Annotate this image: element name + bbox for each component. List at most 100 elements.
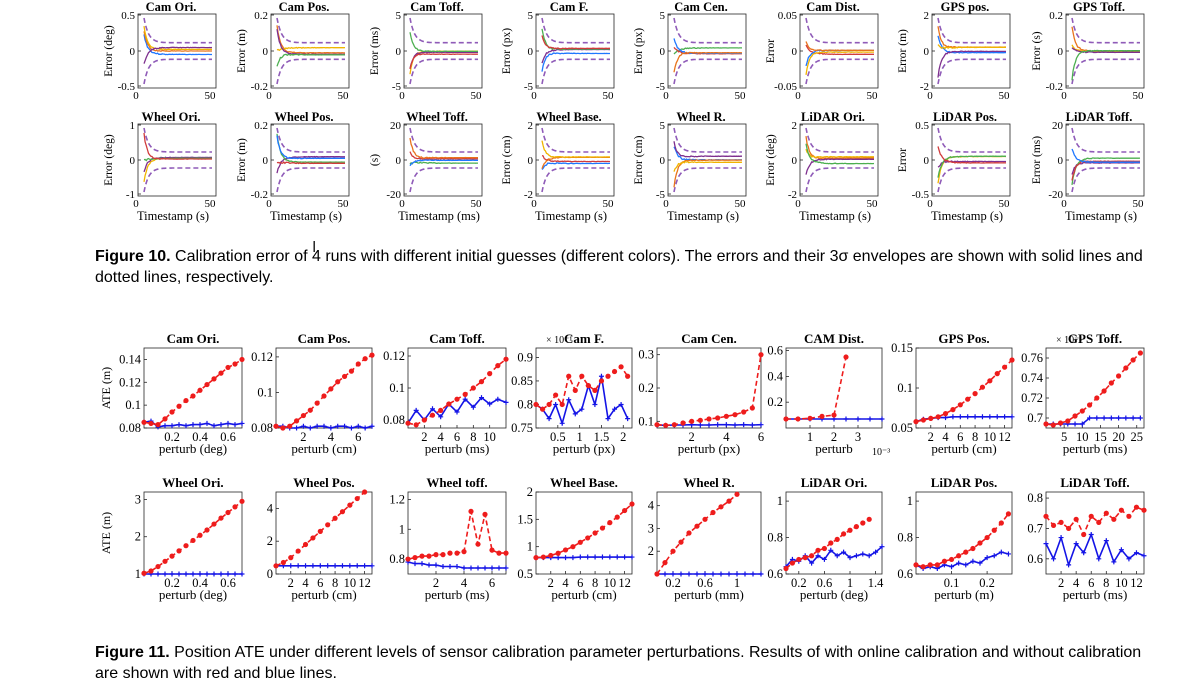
fig11-lidar-toff-15-point-blue-10 [1118,547,1124,553]
fig11-wheel-r-12-point-blue-3 [678,571,684,577]
fig11-lidar-pos-14-point-red-13 [1005,511,1012,517]
fig11-wheel-pos-9-xtick-4: 10 [344,576,357,590]
fig11-wheel-toff-10-ytick-0: 0.8 [389,552,405,566]
fig11-wheel-ori-8-point-blue-11 [218,571,224,577]
fig11-wheel-ori-8-point-red-8 [197,532,203,538]
fig11-gps-toff-7-xlabel: perturb (ms) [1063,441,1128,456]
fig11-wheel-r-12-point-red-7 [710,509,716,516]
fig10-lidar-toff-15-ytick-0: 20 [1052,120,1064,132]
fig11-wheel-pos-9-point-blue-3 [295,563,301,569]
fig11-cam-dist-5-xtick-0: 1 [807,430,813,444]
fig11-wheel-toff-10-point-blue-10 [475,565,481,571]
fig11-gps-toff-7-point-blue-10 [1116,415,1122,421]
fig11-cam-f-3-point-red-8 [585,383,591,389]
fig11-cam-ori-0-xlabel: perturb (deg) [159,441,227,456]
fig10-gps-toff-7-title: GPS Toff. [1073,0,1125,14]
fig11-wheel-base-11-point-blue-4 [563,555,569,561]
fig11-cam-ori-0-point-red-1 [148,420,154,427]
fig10-wheel-ori-8-xtick-0: 0 [133,198,139,210]
fig11-wheel-toff-10-point-red-12 [489,547,495,553]
fig10-wheel-pos-9-run-1 [276,133,345,163]
fig11-lidar-ori-13-point-blue-10 [847,555,853,561]
fig11-lidar-pos-14-title: LiDAR Pos. [931,475,997,490]
fig11-wheel-toff-10-point-blue-4 [433,562,439,568]
fig11-wheel-toff-10-point-red-3 [426,553,432,559]
fig11-wheel-ori-8-axes [143,491,243,575]
fig11-wheel-toff-10-point-blue-3 [426,562,432,568]
fig11-gps-pos-6-point-blue-5 [950,414,956,420]
fig10-wheel-pos-9-title: Wheel Pos. [274,110,333,124]
fig11-wheel-ori-8-ytick-2: 3 [135,492,141,506]
fig10-cam-cen-4-xtick-1: 50 [735,90,747,102]
fig11-cam-dist-5-point-blue-5 [843,416,849,422]
fig11-cam-toff-2-point-red-7 [462,391,468,397]
fig10-wheel-toff-10-xtick-0: 0 [399,198,405,210]
fig11-cam-ori-0-ytick-3: 0.14 [119,352,142,366]
fig11-gps-toff-7-ytick-0: 0.7 [1027,411,1043,425]
fig11-wheel-ori-8-point-red-13 [232,504,238,510]
fig11-cam-f-3-point-red-9 [592,387,598,393]
fig11-cam-ori-0-point-red-13 [232,361,238,367]
fig10-cam-dist-5-xtick-1: 50 [867,90,879,102]
fig11-gps-toff-7-point-red-11 [1123,365,1129,371]
fig11-cam-f-3-point-red-13 [618,364,624,370]
fig11-gps-toff-7-point-blue-11 [1123,415,1129,421]
fig11-wheel-pos-9-point-blue-4 [303,563,309,569]
fig10-wheel-r-12-ylabel: Error (cm) [633,135,645,184]
fig10-lidar-ori-13-xlabel: Timestamp (s) [799,209,871,223]
fig11-cam-toff-2-xtick-3: 8 [470,430,476,444]
fig11-lidar-pos-14-point-blue-12 [998,549,1004,555]
fig11-lidar-ori-13-ytick-2: 1 [777,494,783,508]
fig11-wheel-base-11-point-red-13 [629,501,635,507]
fig11-cam-dist-5-xlabel: perturb [815,441,853,456]
fig11-cam-ori-0-point-blue-5 [176,422,182,428]
fig11-wheel-r-12-point-red-10 [734,491,740,497]
fig11-gps-pos-6-point-blue-11 [994,414,1000,420]
fig10-wheel-base-11-ytick-2: -2 [524,189,533,201]
fig11-wheel-pos-9-point-blue-11 [354,563,360,569]
fig11-wheel-toff-10-xtick-0: 2 [433,576,439,590]
fig11-wheel-ori-8-point-blue-8 [197,571,203,577]
fig11-lidar-toff-15-point-blue-1 [1051,556,1057,562]
fig11-gps-pos-6-point-red-2 [928,415,934,421]
fig10-cam-cen-4-ylabel: Error (px) [633,28,645,74]
figure-10-caption-label: Figure 10. [95,248,171,265]
fig11-cam-toff-2-point-red-1 [413,422,419,428]
fig11-gps-toff-7-annotation: × 10⁻¹ [1056,335,1082,346]
fig10-cam-ori-0-envelope-0 [143,17,212,44]
fig11-gps-pos-6-xtick-5: 12 [998,430,1011,444]
fig10-lidar-ori-13-run-1 [805,148,874,159]
fig11-wheel-toff-10-ytick-2: 1.2 [389,492,405,506]
fig11-cam-f-3-series-blue [535,376,629,426]
fig11-cam-f-3-xtick-0: 0.5 [550,430,566,444]
fig10-cam-dist-5-envelope-1 [805,58,874,85]
fig11-cam-pos-1-ytick-0: 0.08 [251,421,273,435]
fig11-gps-toff-7-xtick-4: 25 [1130,430,1143,444]
fig10-lidar-pos-14-ytick-0: 0.5 [915,120,929,132]
fig11-wheel-base-11-point-red-11 [614,514,620,520]
fig11-cam-cen-4-point-red-7 [715,415,721,421]
fig11-cam-toff-2-point-blue-10 [487,401,493,407]
fig11-cam-pos-1-xtick-2: 6 [355,430,361,444]
fig10-cam-cen-4-envelope-1 [673,58,742,85]
fig11-wheel-base-11-xtick-1: 4 [562,576,569,590]
fig11-wheel-base-11-point-red-1 [540,554,546,560]
fig11-wheel-ori-8-point-red-3 [162,558,168,564]
fig11-lidar-pos-14-point-blue-7 [963,562,969,568]
fig11-lidar-toff-15-point-blue-9 [1111,559,1117,565]
fig11-lidar-ori-13-point-blue-9 [841,549,847,555]
fig11-wheel-r-12-title: Wheel R. [683,475,734,490]
fig11-cam-f-3-point-blue-11 [605,416,611,422]
fig11-cam-cen-4-point-blue-11 [749,422,755,428]
fig11-cam-cen-4-point-blue-12 [758,422,764,428]
fig11-wheel-base-11-point-red-12 [622,507,628,514]
fig11-cam-toff-2-point-red-11 [495,363,501,369]
fig10-lidar-pos-14-run-3 [937,146,1007,164]
fig11-cam-ori-0-point-red-14 [239,356,245,363]
fig11-lidar-pos-14-point-red-11 [991,527,997,533]
fig11-lidar-ori-13-point-red-6 [821,545,828,552]
fig10-wheel-pos-9-xlabel: Timestamp (s) [270,209,342,223]
fig10-wheel-toff-10-title: Wheel Toff. [406,110,468,124]
fig11-wheel-toff-10-point-red-7 [454,550,460,556]
fig11-wheel-pos-9-title: Wheel Pos. [293,475,354,490]
